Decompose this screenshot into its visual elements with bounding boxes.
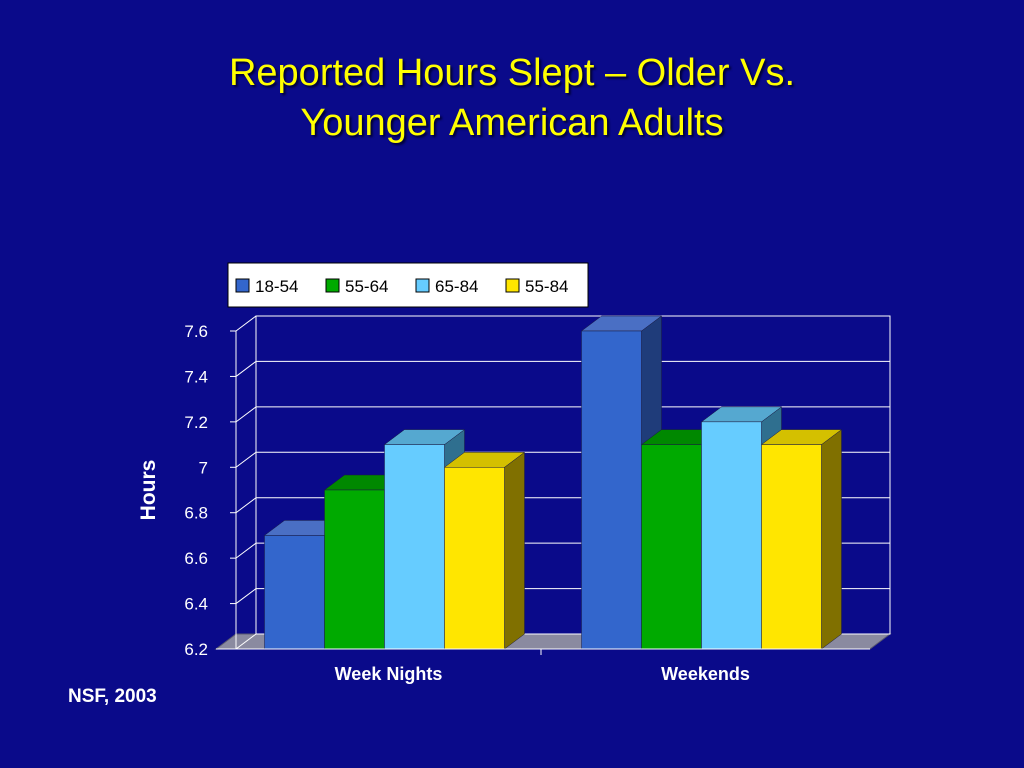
source-note: NSF, 2003 [68, 686, 157, 707]
bar-front [641, 444, 702, 650]
y-tick-label: 6.6 [184, 549, 208, 568]
bar-front [581, 330, 642, 650]
slide-title-line1: Reported Hours Slept – Older Vs. [228, 52, 796, 94]
x-tick-label: Weekends [661, 664, 750, 684]
legend-swatch [325, 278, 340, 293]
y-tick-label: 7 [199, 458, 208, 477]
gridline-depth [235, 542, 257, 559]
gridline-depth [235, 497, 257, 514]
bar-side [504, 451, 525, 650]
legend-label: 65-84 [435, 277, 478, 296]
chart-bars [263, 315, 843, 650]
y-tick-label: 7.2 [184, 413, 208, 432]
legend-swatch [235, 278, 250, 293]
gridline-depth [235, 315, 257, 332]
slide-title-line2: Younger American Adults [300, 102, 724, 144]
gridline-depth [235, 633, 257, 650]
y-axis-label: Hours [137, 460, 160, 521]
y-tick-label: 7.4 [184, 367, 208, 386]
slide-title: Reported Hours Slept – Older Vs. Younger… [0, 48, 1024, 148]
x-tick-label: Week Nights [335, 664, 443, 684]
bar-front [444, 467, 505, 650]
bar-front [264, 535, 325, 650]
bar-front [384, 444, 445, 650]
bar [443, 451, 526, 650]
legend-label: 18-54 [255, 277, 298, 296]
legend-label: 55-64 [345, 277, 388, 296]
bar [760, 429, 843, 650]
bar-front [701, 421, 762, 650]
legend-swatch [415, 278, 430, 293]
gridline-depth [235, 406, 257, 423]
y-tick-label: 6.2 [184, 640, 208, 659]
chart-legend: 18-54 55-64 65-84 55-84 [227, 262, 589, 308]
y-tick-label: 6.4 [184, 595, 208, 614]
bar-side [821, 429, 842, 650]
legend-box [227, 262, 589, 308]
chart-axes: 6.2 6.4 6.6 6.8 7 7.2 7.4 7.6 Week Nights Weekend… [184, 322, 870, 684]
legend-swatch [505, 278, 520, 293]
legend-label: 55-84 [525, 277, 568, 296]
y-tick-label: 6.8 [184, 504, 208, 523]
gridline-depth [235, 451, 257, 468]
y-tick-label: 7.6 [184, 322, 208, 341]
gridline-depth [235, 361, 257, 377]
bar-front [761, 444, 822, 650]
bar-front [324, 489, 385, 650]
gridline-depth [235, 588, 257, 604]
